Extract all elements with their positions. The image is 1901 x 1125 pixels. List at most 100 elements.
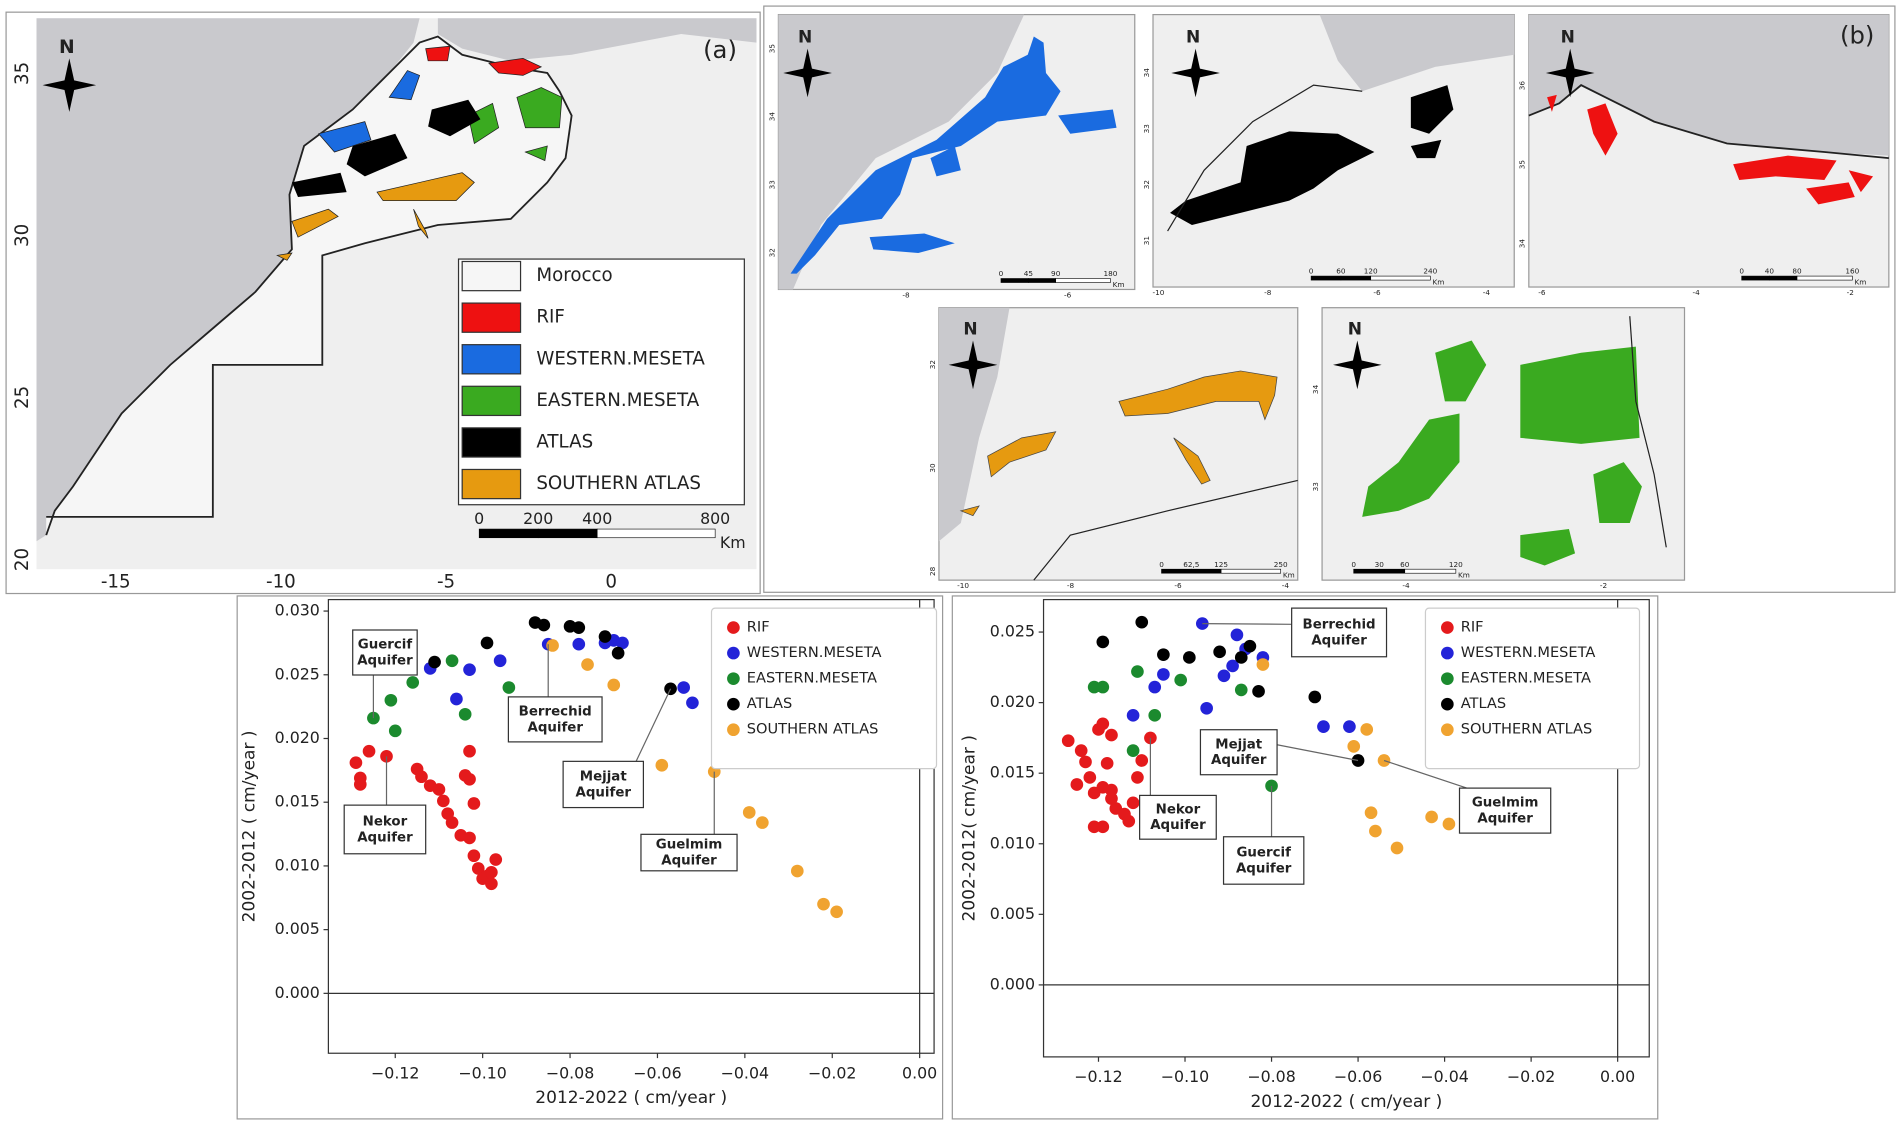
legend-marker [727,621,740,634]
data-point [463,663,476,677]
scale-label: 0 [1159,560,1164,569]
annotation-line [1383,759,1467,789]
map-y-tick-label: 33 [767,180,776,190]
annotation-box [1291,607,1388,658]
map-y-tick-label: 34 [1142,68,1151,78]
y-tick-label: 0.025 [275,664,320,683]
map-x-tick-label: 0 [605,572,617,593]
data-point [1317,720,1330,733]
map-y-tick-label: 32 [928,360,937,369]
data-point [1360,723,1374,736]
scale-label: 0 [1739,267,1744,276]
x-tick-label: −0.02 [1507,1067,1555,1086]
scale-segment [478,528,539,539]
aquifer [1547,94,1874,205]
sea [36,18,420,542]
map-x-tick-label: -15 [101,572,131,593]
legend-label: RIF [747,619,770,636]
annotation-box [507,696,603,743]
data-point [1135,615,1149,629]
map-y-tick-label: 34 [767,112,776,122]
legend-swatch [461,468,522,500]
data-point [1070,778,1084,791]
data-point [572,637,586,651]
scale-label: 240 [1423,267,1437,276]
data-point [428,655,441,669]
scale-label: 200 [523,509,553,528]
annotation-text: Guelmim [656,838,723,853]
data-point [1096,680,1110,694]
aquifer [317,70,421,153]
annotation-text: Aquifer [527,720,583,735]
legend-swatch [461,385,522,417]
annotation-text: Aquifer [1211,753,1267,768]
data-point [480,636,494,650]
scale-label: 60 [1336,267,1346,276]
scale-segment [1161,568,1192,574]
border [1033,479,1298,581]
x-tick-label: −0.06 [633,1063,681,1082]
annotation-text: Guercif [1236,846,1291,861]
scale-label: 800 [700,509,730,528]
data-point [655,758,669,772]
map-y-tick-label: 35 [767,44,776,53]
annotation-text: Berrechid [519,704,592,719]
panel-label: (a) [703,35,737,64]
annotation-text: Aquifer [357,830,413,845]
legend-label: SOUTHERN ATLAS [747,721,879,738]
data-point [471,862,485,875]
annotation-text: Nekor [1156,802,1201,817]
north-arrow [1545,48,1595,98]
data-point [790,864,804,878]
scale-unit: Km [1855,278,1867,287]
data-point [445,816,459,829]
scale-segment [596,528,716,539]
map-y-tick-label: 35 [1518,160,1527,169]
data-point [1131,665,1144,678]
border [1528,84,1889,160]
morocco-outline [45,35,573,536]
data-point [1148,680,1162,694]
north-label: N [1561,28,1575,48]
scale-label: 120 [1449,560,1463,569]
scale-segment [1310,275,1342,281]
legend-label: WESTERN.MESETA [536,348,705,369]
scale-segment [1353,568,1380,574]
data-point [817,897,830,911]
map-x-tick-label: -8 [902,291,910,300]
data-point [1135,754,1149,767]
north-label: N [1348,320,1362,340]
map-x-tick-label: -8 [1067,581,1075,590]
scale-label: 80 [1792,267,1802,276]
x-axis-label: 2012-2022 ( cm/year ) [535,1088,727,1108]
plot-frame [327,598,935,1054]
data-point [1126,744,1140,757]
data-point [1105,792,1118,805]
data-point [1217,669,1231,683]
north-arrow [948,340,998,390]
data-point [485,865,498,879]
data-point [384,693,398,707]
y-axis-label: 2002-2012 ( cm/year ) [239,730,259,922]
sea [437,18,757,61]
data-point [1074,744,1088,757]
data-point [1347,740,1361,753]
y-tick-label: 0.025 [990,622,1035,641]
data-point [406,676,420,689]
legend-box [1424,607,1641,770]
scale-unit: Km [1113,280,1125,289]
data-point [1390,841,1404,855]
data-point [445,654,459,668]
y-axis-label: 2002-2012( cm/year ) [959,735,979,921]
scale-segment [1340,275,1372,281]
y-tick-label: 0.000 [275,983,320,1002]
annotation-text: Aquifer [357,653,413,668]
data-point [1425,810,1438,824]
map-y-tick-label: 30 [928,463,937,473]
map-y-tick-label: 20 [12,548,33,571]
annotation-text: Berrechid [1303,618,1376,633]
legend-marker [1441,723,1454,737]
data-point [677,681,690,694]
map-x-tick-label: -6 [1174,581,1182,590]
data-point [1243,639,1257,653]
